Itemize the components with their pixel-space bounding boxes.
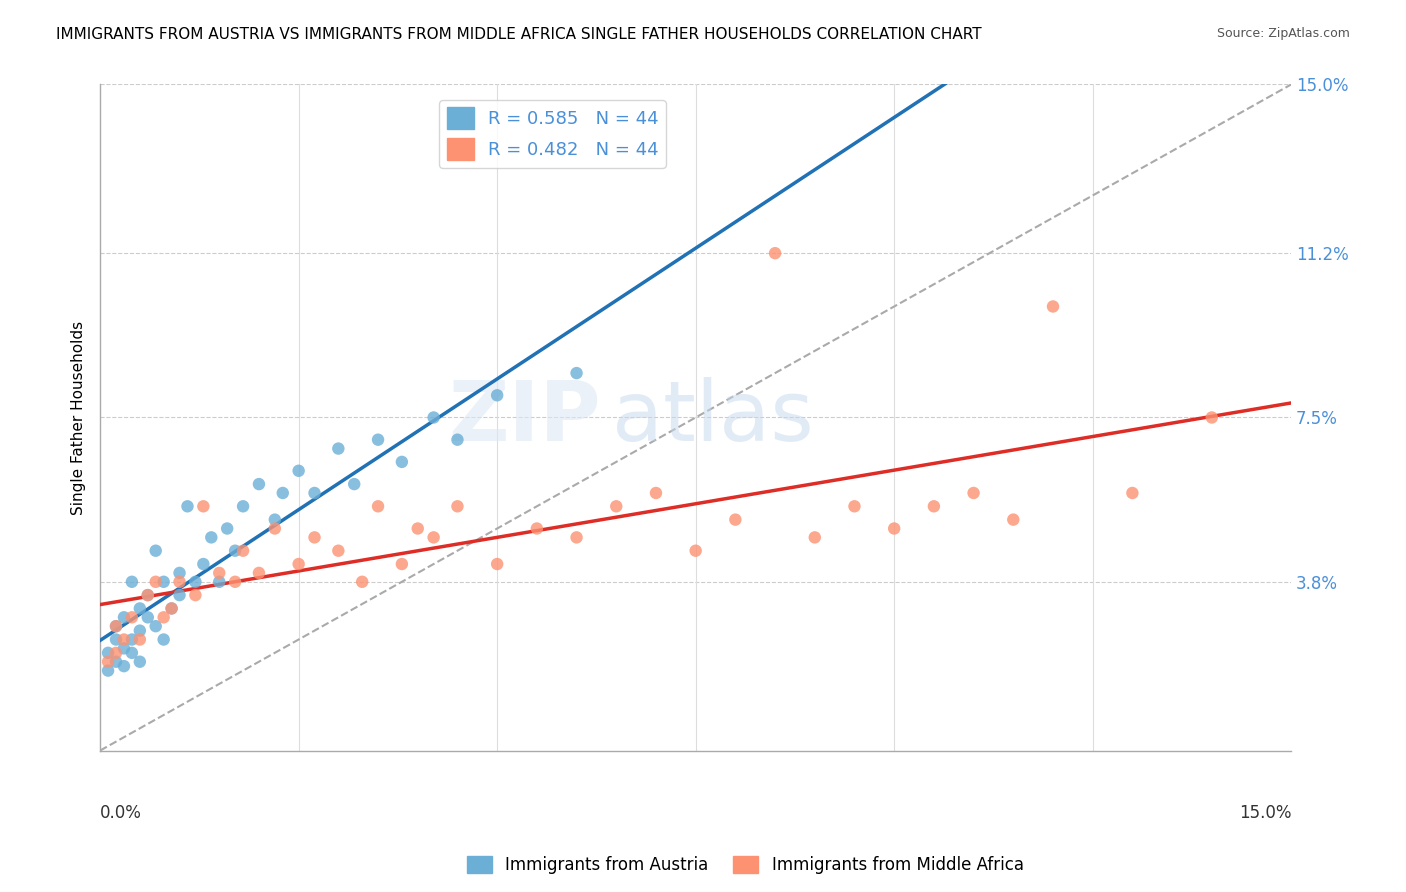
Point (169, 588, 191, 602)
Point (803, 530, 825, 544)
Point (105, 655, 128, 669)
Point (145, 574, 167, 589)
Point (193, 557, 215, 571)
Point (112, 659, 135, 673)
Point (97, 664, 120, 678)
Point (962, 486, 984, 500)
Point (1042, 300, 1064, 314)
Point (112, 632, 135, 647)
Point (287, 557, 309, 571)
Point (422, 410, 444, 425)
Point (304, 486, 326, 500)
Point (97, 655, 120, 669)
Text: ZIP: ZIP (449, 377, 600, 458)
Point (232, 543, 254, 558)
Point (121, 632, 143, 647)
Point (922, 500, 945, 514)
Text: Source: ZipAtlas.com: Source: ZipAtlas.com (1216, 27, 1350, 40)
Point (645, 486, 668, 500)
Point (105, 619, 128, 633)
Point (844, 500, 866, 514)
Point (328, 543, 350, 558)
Point (160, 601, 183, 615)
Point (105, 632, 128, 647)
Point (176, 500, 198, 514)
Point (224, 543, 246, 558)
Point (112, 641, 135, 656)
Point (391, 557, 413, 571)
Point (763, 246, 786, 260)
Point (232, 500, 254, 514)
Point (406, 521, 429, 535)
Point (121, 610, 143, 624)
Point (287, 464, 309, 478)
Point (105, 646, 128, 660)
Text: atlas: atlas (612, 377, 814, 458)
Point (446, 500, 468, 514)
Point (193, 500, 215, 514)
Point (883, 521, 905, 535)
Point (343, 477, 366, 491)
Point (486, 557, 509, 571)
Point (128, 624, 150, 638)
Point (1002, 513, 1025, 527)
Point (184, 588, 207, 602)
Point (224, 574, 246, 589)
Point (128, 601, 150, 615)
Point (247, 566, 270, 580)
Point (184, 574, 207, 589)
Point (136, 610, 159, 624)
Point (208, 566, 231, 580)
Point (128, 655, 150, 669)
Point (422, 530, 444, 544)
Y-axis label: Single Father Households: Single Father Households (72, 320, 86, 515)
Legend: R = 0.585   N = 44, R = 0.482   N = 44: R = 0.585 N = 44, R = 0.482 N = 44 (440, 100, 666, 168)
Point (160, 601, 183, 615)
Point (97, 646, 120, 660)
Point (685, 543, 707, 558)
Point (136, 588, 159, 602)
Point (247, 477, 270, 491)
Point (565, 366, 588, 380)
Text: 0.0%: 0.0% (100, 804, 142, 822)
Point (136, 588, 159, 602)
Point (304, 530, 326, 544)
Point (145, 619, 167, 633)
Point (121, 646, 143, 660)
Point (526, 521, 548, 535)
Point (217, 521, 239, 535)
Point (169, 566, 191, 580)
Point (105, 619, 128, 633)
Point (145, 543, 167, 558)
Point (486, 388, 509, 402)
Point (367, 433, 389, 447)
Text: IMMIGRANTS FROM AUSTRIA VS IMMIGRANTS FROM MIDDLE AFRICA SINGLE FATHER HOUSEHOLD: IMMIGRANTS FROM AUSTRIA VS IMMIGRANTS FR… (56, 27, 981, 42)
Point (391, 455, 413, 469)
Point (200, 530, 222, 544)
Point (605, 500, 627, 514)
Point (446, 433, 468, 447)
Point (271, 486, 294, 500)
Point (352, 574, 374, 589)
Point (152, 574, 174, 589)
Point (724, 513, 747, 527)
Point (208, 574, 231, 589)
Point (367, 500, 389, 514)
Point (1201, 410, 1223, 425)
Point (128, 632, 150, 647)
Point (169, 574, 191, 589)
Point (263, 513, 285, 527)
Point (152, 610, 174, 624)
Point (565, 530, 588, 544)
Point (152, 632, 174, 647)
Point (112, 610, 135, 624)
Text: 15.0%: 15.0% (1239, 804, 1291, 822)
Legend: Immigrants from Austria, Immigrants from Middle Africa: Immigrants from Austria, Immigrants from… (460, 849, 1031, 881)
Point (263, 521, 285, 535)
Point (328, 442, 350, 456)
Point (121, 574, 143, 589)
Point (1121, 486, 1143, 500)
